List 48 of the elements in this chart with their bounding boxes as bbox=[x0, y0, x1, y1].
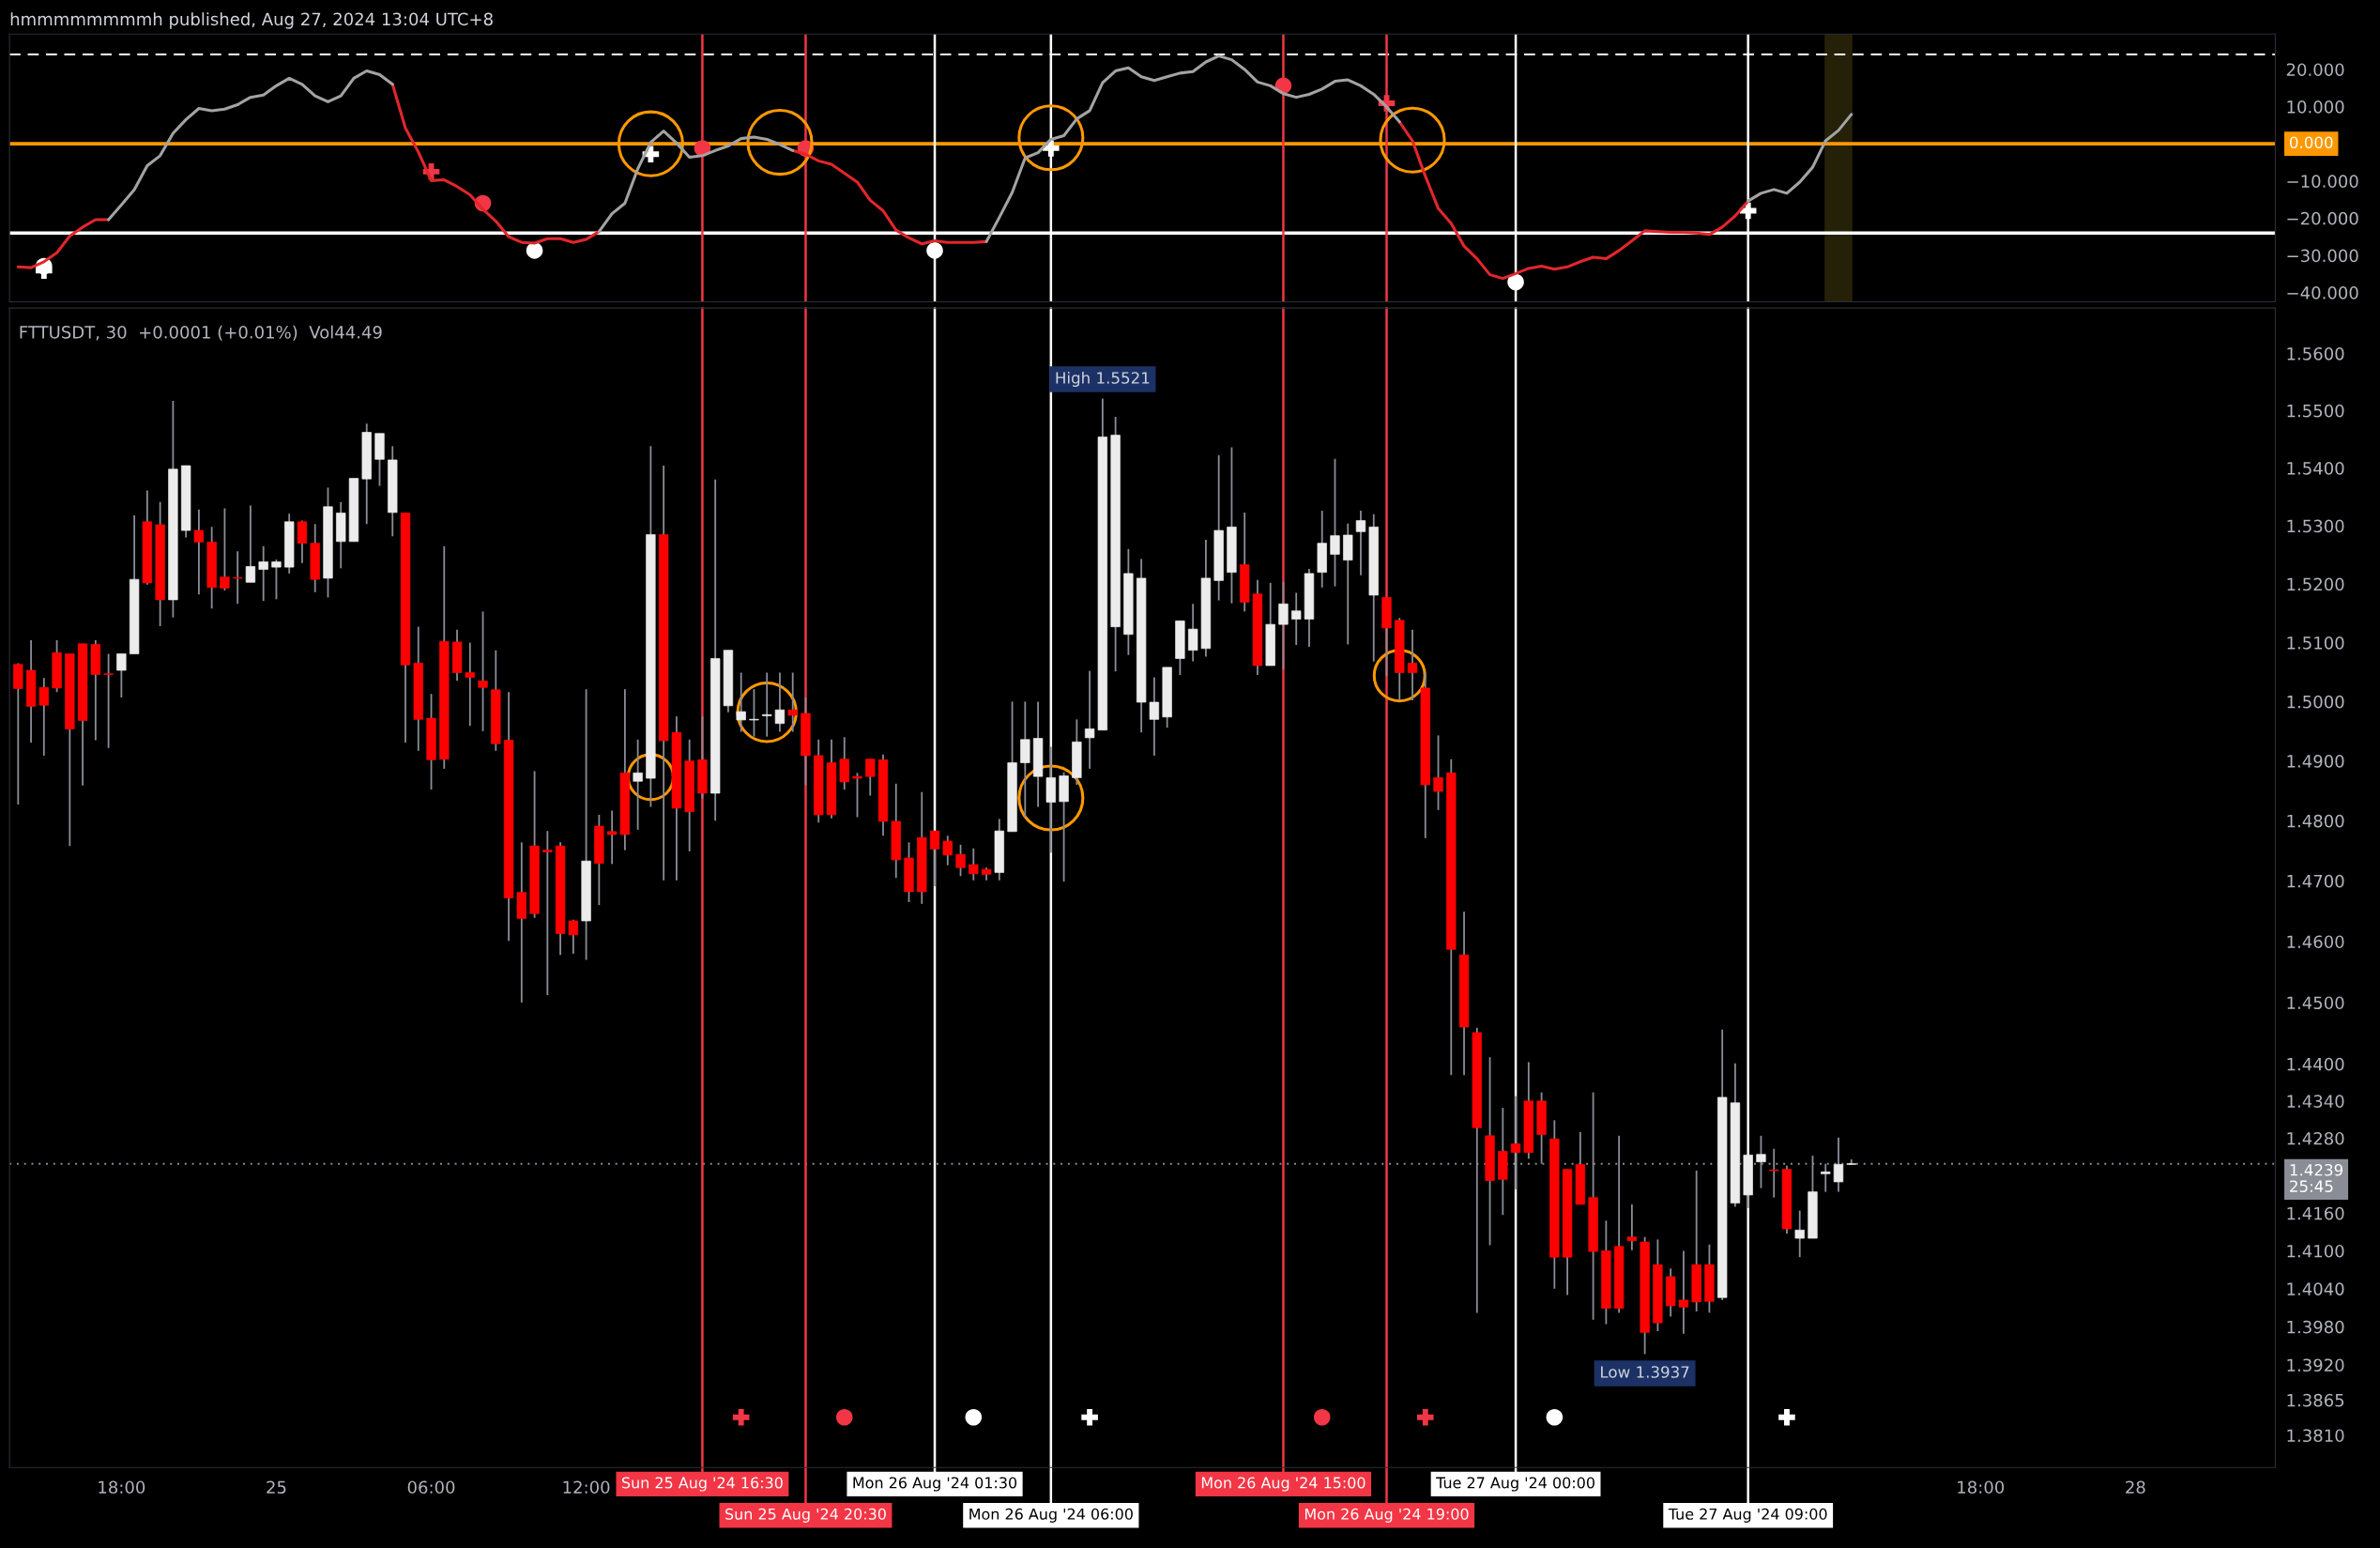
y-tick-label: 1.5500 bbox=[2287, 404, 2344, 418]
ref-line-label: Tue 27 Aug '24 00:00 bbox=[1436, 1477, 1594, 1492]
ref-line-label: Mon 26 Aug '24 06:00 bbox=[969, 1508, 1133, 1523]
y-tick-label: 1.4160 bbox=[2287, 1206, 2344, 1220]
y-tick-label: 1.5200 bbox=[2287, 577, 2344, 591]
y-tick-label: 10.000 bbox=[2287, 100, 2344, 114]
y-tick-label: 20.000 bbox=[2286, 63, 2344, 77]
y-tick-label: 1.4700 bbox=[2287, 874, 2344, 888]
y-tick-label: 1.5400 bbox=[2287, 461, 2344, 475]
y-tick-label: 1.4900 bbox=[2287, 755, 2344, 768]
ref-line-label: Tue 27 Aug '24 09:00 bbox=[1668, 1508, 1827, 1523]
ref-line-label: Mon 26 Aug '24 19:00 bbox=[1304, 1508, 1469, 1523]
y-tick-label: 1.5100 bbox=[2287, 636, 2344, 650]
x-tick-label: 06:00 bbox=[407, 1480, 455, 1494]
annotation: Low 1.3937 bbox=[1601, 1366, 1689, 1378]
x-tick-label: 18:00 bbox=[99, 1480, 145, 1494]
x-tick-label: 12:00 bbox=[563, 1480, 610, 1494]
y-tick-label: −20.000 bbox=[2287, 211, 2358, 225]
chart-title: hmmmmmmmmh published, Aug 27, 2024 13:04 UTC+8 bbox=[10, 12, 493, 29]
y-tick-label: 1.4600 bbox=[2287, 935, 2344, 949]
ref-line-label: Sun 25 Aug '24 16:30 bbox=[621, 1477, 783, 1492]
ref-line-label: Mon 26 Aug '24 15:00 bbox=[1201, 1477, 1365, 1492]
y-tick-label: 1.3980 bbox=[2287, 1320, 2344, 1334]
ref-line-label: 1.4239 25:45 bbox=[2290, 1163, 2343, 1192]
y-tick-label: 1.5600 bbox=[2287, 346, 2344, 360]
y-tick-label: 1.4040 bbox=[2287, 1282, 2344, 1295]
y-tick-label: 1.4500 bbox=[2287, 996, 2344, 1010]
y-tick-label: 1.3810 bbox=[2287, 1429, 2344, 1443]
ref-line-label: Sun 25 Aug '24 20:30 bbox=[725, 1508, 886, 1523]
x-tick-label: 18:00 bbox=[1958, 1480, 2005, 1494]
annotation: High 1.5521 bbox=[1056, 371, 1150, 388]
y-tick-label: −40.000 bbox=[2287, 286, 2358, 299]
y-tick-label: 1.4400 bbox=[2287, 1057, 2344, 1071]
y-tick-label: −10.000 bbox=[2287, 175, 2358, 188]
x-tick-label: 28 bbox=[2126, 1480, 2145, 1494]
x-tick-label: 25 bbox=[267, 1480, 286, 1494]
ref-line-label: Mon 26 Aug '24 01:30 bbox=[853, 1477, 1017, 1492]
annotation: FTTUSDT, 30 +0.0001 (+0.01%) Vol44.49 bbox=[20, 325, 382, 341]
y-tick-label: 1.4100 bbox=[2287, 1244, 2344, 1258]
y-tick-label: 1.5300 bbox=[2287, 519, 2344, 533]
y-tick-label: 1.4340 bbox=[2287, 1095, 2344, 1108]
y-tick-label: 1.3920 bbox=[2287, 1358, 2344, 1372]
y-tick-label: 1.4280 bbox=[2287, 1131, 2344, 1145]
y-tick-label: 1.3865 bbox=[2287, 1393, 2344, 1407]
y-tick-label: 1.4800 bbox=[2287, 814, 2344, 828]
y-tick-label: 1.5000 bbox=[2287, 695, 2344, 709]
y-tick-label: −30.000 bbox=[2287, 249, 2358, 263]
ref-line-label: 0.000 bbox=[2290, 136, 2333, 148]
